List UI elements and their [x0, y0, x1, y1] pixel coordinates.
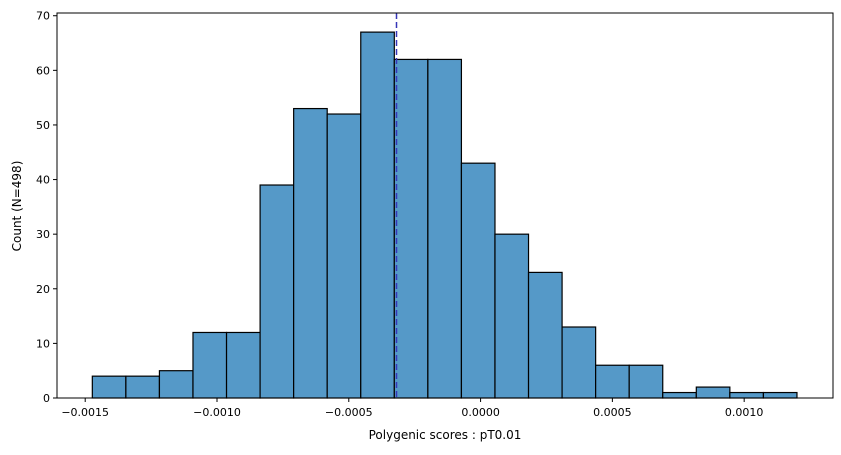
histogram-bar [427, 58, 463, 399]
y-tick-label: 0 [43, 392, 50, 405]
histogram-bar [762, 391, 798, 399]
x-tick-label: −0.0010 [193, 406, 241, 419]
x-axis-label: Polygenic scores : pT0.01 [369, 428, 522, 442]
histogram-bar [729, 391, 765, 399]
histogram-bar [91, 375, 127, 399]
histogram-bar [125, 375, 161, 399]
y-tick-label: 70 [36, 10, 50, 23]
histogram-bar [494, 233, 530, 399]
histogram-bar [595, 364, 630, 399]
x-tick-label: −0.0015 [61, 406, 109, 419]
histogram-bar [225, 331, 261, 399]
x-axis: −0.0015 −0.0010 −0.0005 0.0000 0.0005 0.0010 [61, 398, 763, 419]
x-tick-label: 0.0010 [725, 406, 764, 419]
y-tick-label: 60 [36, 64, 50, 77]
y-tick-label: 30 [36, 228, 50, 241]
y-tick-label: 10 [36, 337, 50, 350]
histogram-bar [662, 391, 697, 399]
histogram-bar [695, 386, 731, 399]
histogram-bar [628, 364, 664, 399]
histogram-bar [360, 31, 395, 399]
y-tick-label: 50 [36, 119, 50, 132]
histogram-bar [561, 326, 597, 399]
histogram-bar [460, 162, 496, 399]
y-axis: 0 10 20 30 40 50 60 70 [36, 10, 57, 405]
x-tick-label: 0.0005 [593, 406, 632, 419]
plot-frame [56, 12, 834, 399]
x-tick-label: −0.0005 [325, 406, 373, 419]
histogram-bar [158, 370, 194, 399]
histogram-bar [259, 184, 295, 399]
histogram-bar [393, 58, 429, 399]
y-axis-label: Count (N=498) [10, 161, 24, 252]
y-tick-label: 40 [36, 174, 50, 187]
bars [91, 31, 798, 399]
x-tick-label: 0.0000 [461, 406, 500, 419]
histogram-bar [192, 331, 228, 399]
y-tick-label: 20 [36, 283, 50, 296]
histogram-bar [326, 113, 362, 399]
histogram-bar [293, 107, 328, 399]
histogram-bar [527, 271, 563, 399]
